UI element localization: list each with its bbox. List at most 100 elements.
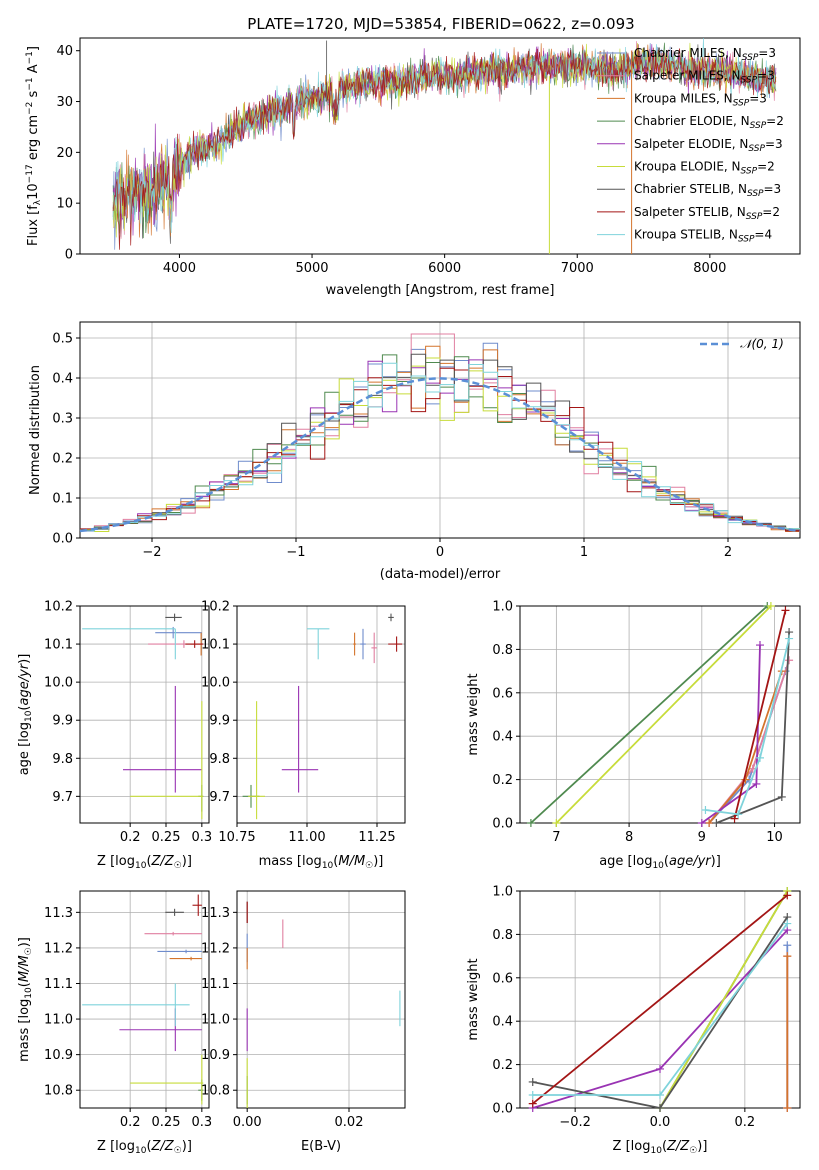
mass_vs_EBV-xlabel: E(B-V) xyxy=(301,1139,341,1154)
mass_weight_vs_Z-series-5 xyxy=(659,890,789,1109)
mass_weight_vs_age-marker-4-1 xyxy=(752,779,761,788)
mass_weight_vs_Z-marker-4-1 xyxy=(656,1064,664,1073)
spectrum-legend-label-3: Chabrier ELODIE, NSSP=2 xyxy=(634,114,784,131)
mass_weight_vs_age-series-6 xyxy=(716,631,790,824)
mass_vs_EBV-xtick-label-1: 0.02 xyxy=(335,1115,364,1130)
mass_weight_vs_age-marker-4-2 xyxy=(756,641,764,650)
mass_weight_vs_age-marker-8-0 xyxy=(701,805,710,814)
mass_weight_vs_Z-marker-0-1 xyxy=(783,941,792,950)
spectrum-line-5 xyxy=(112,42,777,238)
mass_weight_vs_Z-series-7 xyxy=(532,894,788,1105)
mass_weight_vs_Z-xlabel: Z [log10(Z/Z☉)] xyxy=(613,1139,708,1156)
age_vs_Z-xtick-label-1: 0.25 xyxy=(152,830,181,845)
spectrum-legend-label-0: Chabrier MILES, NSSP=3 xyxy=(634,46,776,63)
residuals-xtick-label-3: 1 xyxy=(580,545,588,560)
mass_vs_Z-ytick-label-4: 11.2 xyxy=(44,941,73,956)
spectrum-legend-label-4: Salpeter ELODIE, NSSP=3 xyxy=(634,137,783,154)
mass_weight_vs_age-marker-8-2 xyxy=(756,753,764,762)
age_vs_mass-ytick-label-3: 10.0 xyxy=(201,676,230,691)
mass_weight_vs_Z-marker-8-1 xyxy=(656,1090,664,1099)
mass_vs_Z-xtick-label-2: 0.3 xyxy=(191,1115,212,1130)
age_vs_Z-ytick-label-1: 9.8 xyxy=(52,752,73,767)
age_vs_Z-ytick-label-5: 10.2 xyxy=(44,600,73,615)
mass_weight_vs_Z-marker-2-1 xyxy=(783,952,792,961)
mass_vs_Z-ytick-label-2: 11.0 xyxy=(44,1013,73,1028)
figure-title: PLATE=1720, MJD=53854, FIBERID=0622, z=0… xyxy=(247,15,634,33)
mass_weight_vs_Z-ytick-label-2: 0.4 xyxy=(492,1015,513,1030)
residuals-ytick-label-5: 0.5 xyxy=(52,332,73,347)
mass_vs_Z-xtick-label-1: 0.25 xyxy=(152,1115,181,1130)
age_vs_mass-xlabel: mass [log10(M/M☉)] xyxy=(259,854,384,871)
mass_vs_Z-ytick-label-3: 11.1 xyxy=(44,977,73,992)
spectrum-xtick-label-4: 8000 xyxy=(693,261,726,276)
mass_weight_vs_age-series-8 xyxy=(705,638,790,816)
mass_vs_EBV-ytick-label-2: 11.0 xyxy=(201,1013,230,1028)
age_vs_mass-ytick-label-2: 9.9 xyxy=(209,714,230,729)
age_vs_mass-xtick-label-0: 10.75 xyxy=(218,830,255,845)
age_vs_mass-ytick-label-1: 9.8 xyxy=(209,752,230,767)
mass_weight_vs_Z-ytick-label-3: 0.6 xyxy=(492,971,513,986)
mass_weight_vs_age-ylabel: mass weight xyxy=(466,673,481,755)
mass_vs_Z-ytick-label-5: 11.3 xyxy=(44,906,73,921)
mass_weight_vs_Z-marker-7-0 xyxy=(528,1099,537,1108)
mass_weight_vs_Z-marker-6-0 xyxy=(528,1077,537,1086)
mass_weight_vs_Z-ytick-label-0: 0.0 xyxy=(492,1102,513,1117)
spectrum-ytick-label-2: 20 xyxy=(56,146,73,161)
mass_weight_vs_age-xtick-label-2: 9 xyxy=(698,830,706,845)
spectrum-xlabel: wavelength [Angstrom, rest frame] xyxy=(326,283,555,298)
mass_vs_Z-xtick-label-0: 0.2 xyxy=(120,1115,141,1130)
residuals-xtick-label-4: 2 xyxy=(724,545,732,560)
mass_weight_vs_Z-ylabel: mass weight xyxy=(466,958,481,1040)
age_vs_Z-xtick-label-0: 0.2 xyxy=(120,830,141,845)
mass_weight_vs_Z-marker-7-1 xyxy=(783,891,792,900)
spectrum-xtick-label-1: 5000 xyxy=(295,261,328,276)
age_vs_Z-frame xyxy=(79,605,210,824)
mass_vs_EBV-ytick-label-4: 11.2 xyxy=(201,941,230,956)
mass_weight_vs_age-marker-5-1 xyxy=(766,602,775,610)
mass_weight_vs_Z-xtick-label-1: 0.0 xyxy=(650,1115,671,1130)
mass_weight_vs_age-ytick-label-1: 0.2 xyxy=(492,773,513,788)
spectrum-legend-label-8: Kroupa STELIB, NSSP=4 xyxy=(634,228,772,245)
residuals-ytick-label-2: 0.2 xyxy=(52,452,73,467)
age_vs_Z-ylabel: age [log10(age/yr)] xyxy=(17,654,34,776)
mass_weight_vs_age-marker-6-1 xyxy=(777,792,786,801)
mass_vs_Z-frame xyxy=(79,890,210,1109)
mass_weight_vs_age-marker-3-0 xyxy=(526,819,535,827)
spectrum-xtick-label-3: 7000 xyxy=(561,261,594,276)
residuals-normal-curve xyxy=(79,377,801,533)
mass_weight_vs_Z-marker-2-0 xyxy=(783,1104,792,1112)
mass_vs_Z-xlabel: Z [log10(Z/Z☉)] xyxy=(97,1139,192,1156)
mass_weight_vs_age-ytick-label-0: 0.0 xyxy=(492,817,513,832)
mass_vs_EBV-ytick-label-3: 11.1 xyxy=(201,977,230,992)
spectrum-legend-label-1: Salpeter MILES, NSSP=3 xyxy=(634,69,775,86)
mass_weight_vs_age-xlabel: age [log10(age/yr)] xyxy=(599,854,721,871)
mass_weight_vs_age-marker-8-1 xyxy=(734,810,743,819)
mass_weight_vs_Z-ytick-label-4: 0.8 xyxy=(492,928,513,943)
residuals-legend-label: 𝒩(0, 1) xyxy=(740,337,784,351)
mass_vs_Z-ylabel: mass [log10(M/M☉)] xyxy=(17,937,34,1062)
mass_weight_vs_Z-marker-6-1 xyxy=(656,1104,664,1112)
age_vs_Z-ytick-label-2: 9.9 xyxy=(52,714,73,729)
mass_weight_vs_age-xtick-label-3: 10 xyxy=(766,830,783,845)
mass_weight_vs_Z-marker-8-0 xyxy=(528,1090,537,1099)
residuals-hist-7 xyxy=(80,367,800,532)
mass_vs_EBV-ytick-label-0: 10.8 xyxy=(201,1084,230,1099)
mass_vs_EBV-xtick-label-0: 0.00 xyxy=(233,1115,262,1130)
residuals-ytick-label-4: 0.4 xyxy=(52,372,73,387)
mass_weight_vs_age-series-5 xyxy=(555,605,772,824)
spectrum-ytick-label-1: 10 xyxy=(56,197,73,212)
age_vs_Z-xtick-label-2: 0.3 xyxy=(191,830,212,845)
spectrum-frame xyxy=(79,37,801,255)
mass_weight_vs_age-series-2 xyxy=(708,670,783,824)
residuals-ytick-label-1: 0.1 xyxy=(52,492,73,507)
mass_weight_vs_Z-ytick-label-1: 0.2 xyxy=(492,1058,513,1073)
spectrum-xtick-label-2: 6000 xyxy=(428,261,461,276)
age_vs_Z-ytick-label-4: 10.1 xyxy=(44,638,73,653)
spectrum-line-7 xyxy=(112,44,777,250)
residuals-xtick-label-0: −2 xyxy=(142,545,161,560)
residuals-xtick-label-1: −1 xyxy=(286,545,305,560)
age_vs_mass-xtick-label-2: 11.25 xyxy=(358,830,395,845)
mass_weight_vs_age-ytick-label-4: 0.8 xyxy=(492,643,513,658)
mass_vs_EBV-ytick-label-5: 11.3 xyxy=(201,906,230,921)
